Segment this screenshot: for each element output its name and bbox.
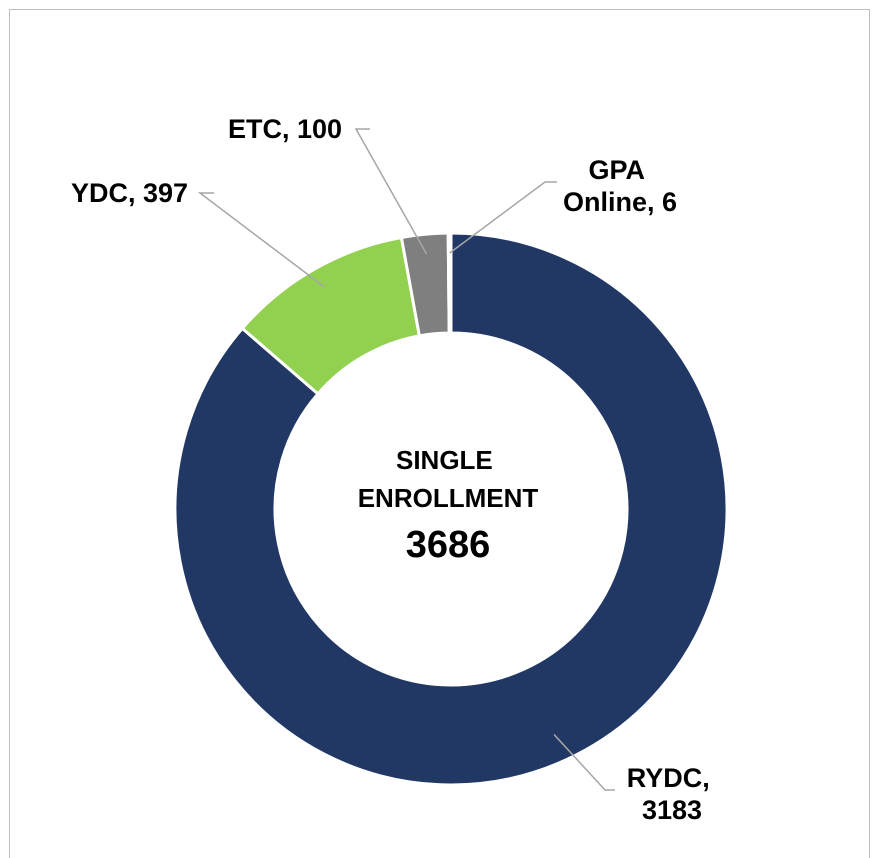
leader-line: [449, 181, 557, 254]
center-total: 3686: [406, 524, 491, 566]
data-label: GPA Online, 6: [563, 155, 677, 217]
donut-slice: [446, 231, 453, 335]
donut-slice: [173, 231, 729, 787]
leader-line: [197, 192, 325, 288]
leader-line: [354, 128, 428, 255]
leader-line: [553, 734, 615, 791]
data-label: YDC, 397: [71, 178, 188, 208]
data-label: ETC, 100: [228, 114, 342, 144]
data-label: RYDC, 3183: [627, 763, 718, 825]
center-label: SINGLE ENROLLMENT: [358, 445, 539, 513]
